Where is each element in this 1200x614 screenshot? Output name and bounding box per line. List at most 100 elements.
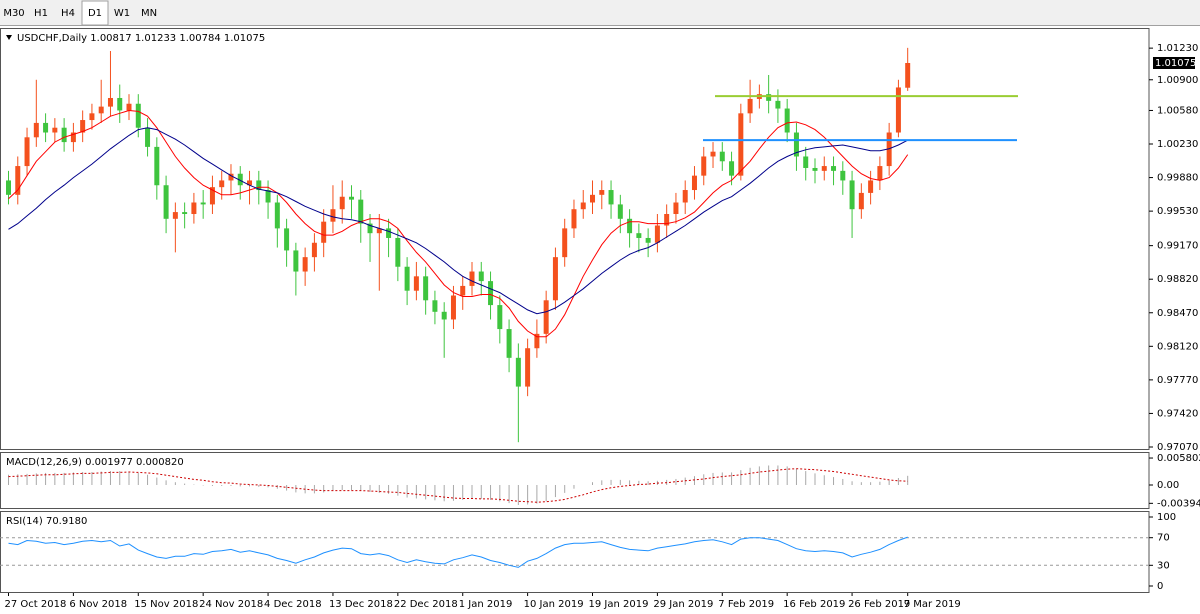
price-tag [1153,56,1195,69]
timeframe-tab[interactable]: W1 [114,8,130,19]
candle-body [321,221,327,243]
candle-body [905,62,911,88]
candle-body [710,151,716,157]
timeframe-tab[interactable]: MN [141,8,157,19]
candle-body [367,223,373,234]
candle-body [6,180,11,195]
candle-body [163,185,169,219]
candle-body [877,166,883,181]
candle-body [172,212,178,219]
timeframe-tab[interactable]: H1 [34,8,48,19]
candle-body [413,276,419,291]
candle-body [821,166,827,171]
x-tick-label: 10 Jan 2019 [524,599,584,610]
candle-body [895,87,901,133]
x-tick-label: 19 Jan 2019 [589,599,649,610]
candle-body [831,166,837,171]
y-tick-label: -0.003945 [1157,498,1200,509]
timeframe-tab[interactable]: M30 [3,8,24,19]
x-tick-label: 26 Feb 2019 [848,599,910,610]
candle-body [858,192,864,210]
candle-body [256,180,262,191]
candle-body [803,156,809,168]
candle-body [376,228,382,234]
candle-body [460,285,466,296]
x-tick-label: 22 Dec 2018 [394,599,458,610]
candle-body [247,180,253,186]
candle-body [701,156,707,176]
timeframe-tab[interactable]: D1 [88,8,102,19]
candle-body [98,106,104,114]
candle-body [219,180,225,188]
candle-body [784,108,790,133]
candle-body [469,271,475,286]
y-tick-label: 0.99170 [1157,241,1198,252]
candle-body [849,180,855,210]
candle-body [33,122,39,138]
candle-body [840,170,846,181]
candle-body [599,190,605,195]
rsi-line [8,536,908,568]
candle-body [590,194,596,203]
candle-body [284,228,290,251]
candle-body [228,173,234,181]
candle-body [691,175,697,191]
candle-body [506,329,512,358]
candle-body [89,113,95,121]
candle-body [729,161,735,176]
candle-body [358,199,364,224]
candle-body [423,276,429,301]
moving-average [8,109,909,338]
x-tick-label: 6 Nov 2018 [69,599,127,610]
candle-body [868,180,874,193]
y-tick-label: 0.97770 [1157,375,1198,386]
x-tick-label: 7 Mar 2019 [904,599,961,610]
y-tick-label: 100 [1157,512,1176,523]
pane-title: USDCHF,Daily 1.00817 1.01233 1.00784 1.0… [17,33,265,44]
candle-body [80,120,86,133]
y-tick-label: 0.99880 [1157,173,1198,184]
candle-body [330,209,336,222]
x-tick-label: 15 Nov 2018 [134,599,198,610]
x-tick-label: 27 Oct 2018 [5,599,67,610]
candle-body [182,212,188,215]
candle-body [534,333,540,349]
active-tab [81,0,109,26]
candle-body [145,127,151,147]
candle-body [200,202,206,205]
candle-body [395,237,401,267]
timeframe-tab[interactable]: H4 [61,8,75,19]
candle-body [654,225,660,243]
candle-body [488,281,494,306]
candle-body [209,187,215,205]
pane-title: RSI(14) 70.9180 [6,516,87,527]
moving-average [8,127,908,315]
candle-body [562,228,568,258]
x-tick-label: 16 Feb 2019 [783,599,845,610]
candle-body [673,202,679,215]
x-tick-label: 1 Jan 2019 [459,599,513,610]
pane-title: MACD(12,26,9) 0.001977 0.000820 [6,457,184,468]
candle-body [747,98,753,114]
candle-body [302,257,308,272]
candle-body [15,166,21,195]
y-tick-label: 70 [1157,533,1170,544]
candle-body [627,218,633,234]
pane-frame [0,511,1150,593]
macd-signal [8,468,908,503]
collapse-arrow[interactable] [6,35,12,40]
y-tick-label: 0.97070 [1157,442,1198,453]
candle-body [793,132,799,157]
candle-body [154,146,160,186]
price-tag-label: 1.01075 [1155,58,1196,69]
candle-body [265,190,271,203]
candle-body [404,266,410,291]
candle-body [617,204,623,219]
candle-body [107,97,113,107]
y-tick-label: 1.00900 [1157,75,1198,86]
candle-body [135,103,141,128]
candle-body [497,305,503,330]
candle-body [552,257,558,301]
y-tick-label: 0.98120 [1157,341,1198,352]
